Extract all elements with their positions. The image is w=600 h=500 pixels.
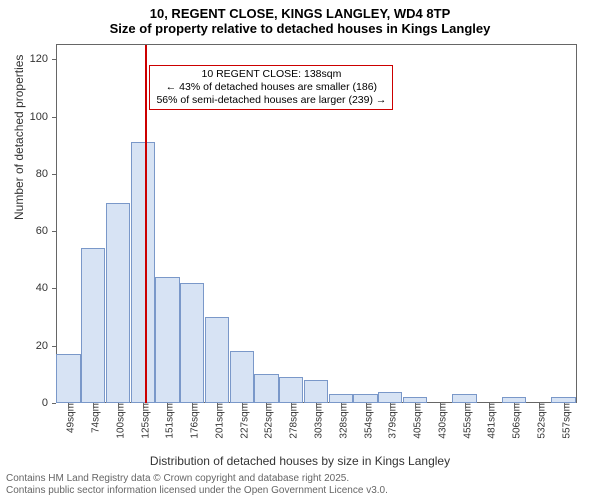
x-tick-mark [143,403,144,407]
y-tick-mark [52,59,56,60]
footer-line-1: Contains HM Land Registry data © Crown c… [6,473,388,485]
callout-line-2: ← 43% of detached houses are smaller (18… [156,81,386,94]
x-tick-mark [316,403,317,407]
histogram-bar [230,351,254,403]
x-tick-label: 379sqm [382,403,399,439]
x-tick-label: 252sqm [258,403,275,439]
x-tick-mark [465,403,466,407]
x-tick-mark [415,403,416,407]
histogram-bar [304,380,328,403]
histogram-bar [180,283,204,403]
x-tick-mark [118,403,119,407]
y-tick-mark [52,117,56,118]
histogram-bar [205,317,229,403]
y-tick-mark [52,174,56,175]
x-tick-label: 151sqm [159,403,176,439]
chart-title-main: 10, REGENT CLOSE, KINGS LANGLEY, WD4 8TP [0,0,600,21]
histogram-bar [279,377,303,403]
histogram-bar [56,354,80,403]
footer-line-2: Contains public sector information licen… [6,485,388,497]
x-tick-mark [440,403,441,407]
x-tick-mark [266,403,267,407]
x-tick-mark [192,403,193,407]
x-tick-label: 125sqm [134,403,151,439]
x-tick-mark [514,403,515,407]
x-tick-label: 176sqm [184,403,201,439]
x-tick-mark [390,403,391,407]
y-tick-mark [52,346,56,347]
histogram-bar [155,277,179,403]
y-tick-mark [52,403,56,404]
x-tick-label: 49sqm [60,403,77,433]
chart-title-sub: Size of property relative to detached ho… [0,21,600,40]
x-tick-mark [68,403,69,407]
x-tick-label: 506sqm [506,403,523,439]
x-tick-mark [564,403,565,407]
x-tick-label: 227sqm [233,403,250,439]
footer-attribution: Contains HM Land Registry data © Crown c… [6,473,388,497]
histogram-bar [131,142,155,403]
x-tick-label: 405sqm [407,403,424,439]
x-tick-mark [167,403,168,407]
callout-box: 10 REGENT CLOSE: 138sqm← 43% of detached… [149,65,393,110]
x-tick-label: 455sqm [456,403,473,439]
x-tick-mark [291,403,292,407]
x-tick-mark [366,403,367,407]
x-tick-mark [341,403,342,407]
histogram-bar [353,394,377,403]
y-tick-mark [52,231,56,232]
x-tick-label: 430sqm [431,403,448,439]
callout-line-3: 56% of semi-detached houses are larger (… [156,94,386,107]
histogram-bar [452,394,476,403]
x-tick-label: 74sqm [85,403,102,433]
x-axis-label: Distribution of detached houses by size … [0,454,600,468]
callout-line-1: 10 REGENT CLOSE: 138sqm [156,68,386,81]
x-tick-label: 328sqm [332,403,349,439]
plot-region: 10 REGENT CLOSE: 138sqm← 43% of detached… [56,45,576,403]
histogram-bar [81,248,105,403]
x-tick-mark [217,403,218,407]
x-tick-label: 201sqm [208,403,225,439]
reference-line [145,45,147,403]
histogram-bar [254,374,278,403]
y-axis-label: Number of detached properties [12,55,26,220]
x-tick-mark [489,403,490,407]
x-tick-mark [539,403,540,407]
x-tick-label: 278sqm [283,403,300,439]
x-tick-label: 532sqm [530,403,547,439]
histogram-bar [329,394,353,403]
x-tick-label: 557sqm [555,403,572,439]
y-tick-mark [52,288,56,289]
chart-plot-area: 10 REGENT CLOSE: 138sqm← 43% of detached… [56,44,577,403]
x-tick-label: 354sqm [357,403,374,439]
x-tick-mark [242,403,243,407]
histogram-bar [106,203,130,403]
x-tick-label: 481sqm [481,403,498,439]
x-tick-label: 303sqm [308,403,325,439]
x-tick-label: 100sqm [109,403,126,439]
histogram-bar [378,392,402,403]
x-tick-mark [93,403,94,407]
